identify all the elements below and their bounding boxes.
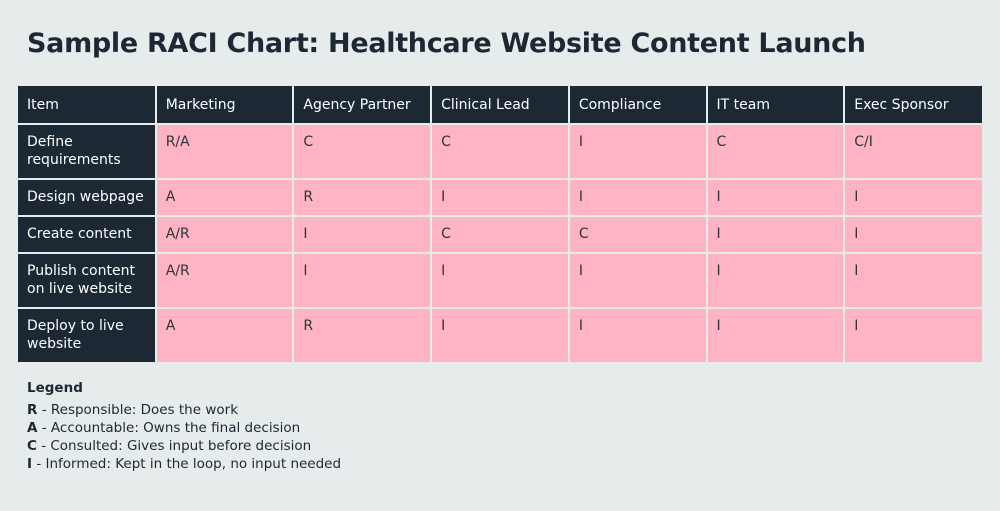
column-header-compliance: Compliance xyxy=(567,86,708,125)
raci-cell: I xyxy=(567,252,708,309)
legend-letter: C xyxy=(27,438,37,454)
raci-cell: I xyxy=(843,307,982,362)
raci-cell: I xyxy=(567,178,708,217)
header-row: Item Marketing Agency Partner Clinical L… xyxy=(18,86,982,125)
raci-cell: I xyxy=(430,252,570,309)
raci-cell: I xyxy=(292,252,433,309)
legend-item: I - Informed: Kept in the loop, no input… xyxy=(27,455,341,473)
table-row: Deploy to live website A R I I I I xyxy=(18,307,982,362)
table-row: Define requirements R/A C C I C C/I xyxy=(18,123,982,180)
legend-text: - Responsible: Does the work xyxy=(37,402,239,418)
raci-cell: A/R xyxy=(154,252,295,309)
raci-cell: C xyxy=(705,123,846,180)
raci-cell: I xyxy=(705,215,846,254)
row-item-label: Design webpage xyxy=(18,178,157,217)
raci-cell: R xyxy=(292,178,433,217)
raci-cell: A xyxy=(154,178,295,217)
raci-cell: C xyxy=(430,215,570,254)
raci-cell: I xyxy=(843,178,982,217)
chart-title: Sample RACI Chart: Healthcare Website Co… xyxy=(27,28,866,59)
raci-table: Item Marketing Agency Partner Clinical L… xyxy=(18,86,982,362)
row-item-label: Publish content on live website xyxy=(18,252,157,309)
legend-text: - Accountable: Owns the final decision xyxy=(37,420,301,436)
raci-cell: I xyxy=(705,307,846,362)
raci-cell: A xyxy=(154,307,295,362)
legend-title: Legend xyxy=(27,380,83,396)
raci-cell: I xyxy=(843,252,982,309)
row-item-label: Create content xyxy=(18,215,157,254)
raci-cell: I xyxy=(705,252,846,309)
raci-cell: C/I xyxy=(843,123,982,180)
raci-cell: C xyxy=(292,123,433,180)
raci-cell: I xyxy=(843,215,982,254)
legend-letter: A xyxy=(27,420,38,436)
raci-cell: C xyxy=(430,123,570,180)
legend-letter: I xyxy=(27,456,33,472)
raci-cell: C xyxy=(567,215,708,254)
table-row: Design webpage A R I I I I xyxy=(18,178,982,217)
legend-item: A - Accountable: Owns the final decision xyxy=(27,419,341,437)
column-header-marketing: Marketing xyxy=(154,86,295,125)
legend-text: - Consulted: Gives input before decision xyxy=(36,438,312,454)
raci-cell: I xyxy=(430,307,570,362)
table-row: Create content A/R I C C I I xyxy=(18,215,982,254)
column-header-exec-sponsor: Exec Sponsor xyxy=(843,86,982,125)
column-header-it-team: IT team xyxy=(705,86,846,125)
column-header-agency-partner: Agency Partner xyxy=(292,86,433,125)
raci-cell: R/A xyxy=(154,123,295,180)
column-header-clinical-lead: Clinical Lead xyxy=(430,86,570,125)
column-header-item: Item xyxy=(18,86,157,125)
raci-cell: I xyxy=(292,215,433,254)
row-item-label: Define requirements xyxy=(18,123,157,180)
raci-cell: I xyxy=(567,123,708,180)
raci-cell: I xyxy=(567,307,708,362)
raci-cell: I xyxy=(430,178,570,217)
legend: Legend R - Responsible: Does the work A … xyxy=(27,379,341,473)
table-row: Publish content on live website A/R I I … xyxy=(18,252,982,309)
raci-cell: A/R xyxy=(154,215,295,254)
legend-item: C - Consulted: Gives input before decisi… xyxy=(27,437,341,455)
legend-text: - Informed: Kept in the loop, no input n… xyxy=(32,456,342,472)
legend-letter: R xyxy=(27,402,38,418)
raci-cell: R xyxy=(292,307,433,362)
row-item-label: Deploy to live website xyxy=(18,307,157,362)
raci-cell: I xyxy=(705,178,846,217)
legend-item: R - Responsible: Does the work xyxy=(27,401,341,419)
